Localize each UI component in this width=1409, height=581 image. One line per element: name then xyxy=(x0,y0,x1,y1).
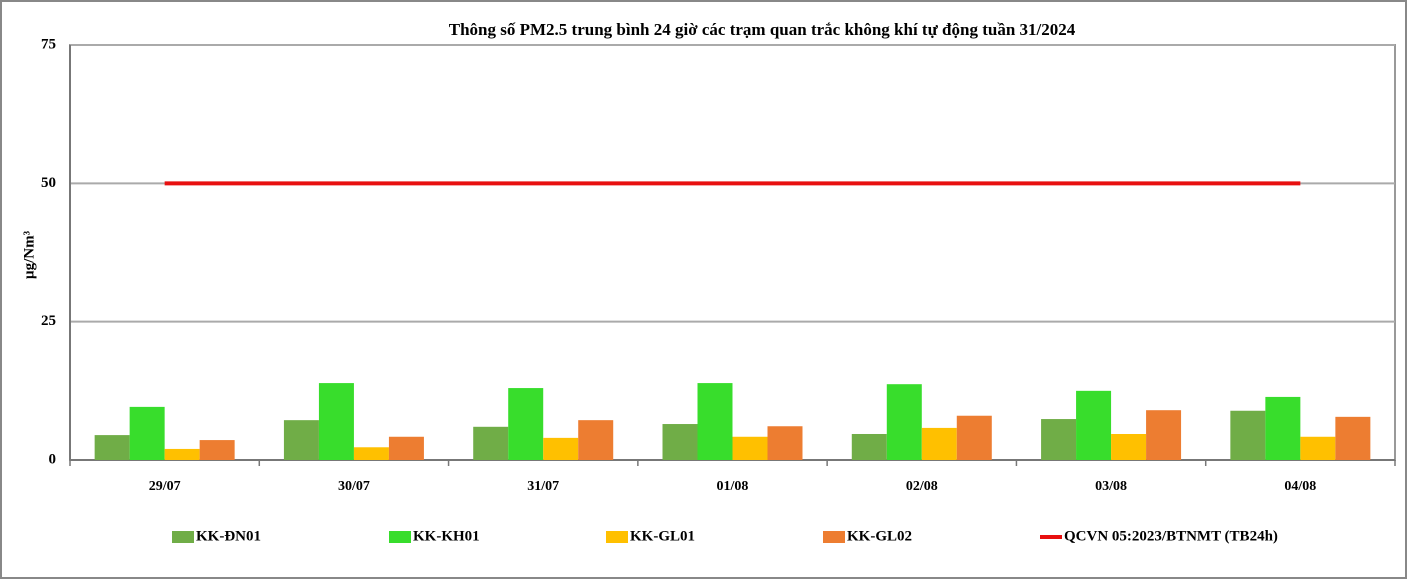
x-tick-label: 31/07 xyxy=(527,479,559,494)
x-tick-label: 29/07 xyxy=(149,479,181,494)
bar xyxy=(1230,410,1266,460)
bar xyxy=(94,435,130,460)
x-tick-label: 04/08 xyxy=(1284,479,1316,494)
chart-title: Thông số PM2.5 trung bình 24 giờ các trạ… xyxy=(449,20,1076,39)
bar xyxy=(886,384,922,460)
bar xyxy=(388,436,424,460)
bar xyxy=(199,440,235,460)
x-tick-label: 03/08 xyxy=(1095,479,1127,494)
legend-label: KK-GL01 xyxy=(630,528,695,544)
bar xyxy=(1300,436,1336,460)
bar xyxy=(732,436,768,460)
bar xyxy=(353,447,389,460)
bar xyxy=(767,426,803,460)
y-tick-label: 0 xyxy=(49,451,57,467)
bar xyxy=(697,383,733,460)
legend-label: KK-ĐN01 xyxy=(196,528,261,544)
bar xyxy=(129,406,165,460)
legend-swatch xyxy=(389,531,411,543)
bar xyxy=(1111,433,1147,460)
legend-label: KK-KH01 xyxy=(413,528,480,544)
bar xyxy=(921,427,957,460)
legend-label: KK-GL02 xyxy=(847,528,912,544)
bar xyxy=(1076,390,1112,460)
bar xyxy=(851,433,887,460)
y-axis-label: µg/Nm³ xyxy=(21,230,37,279)
x-tick-label: 01/08 xyxy=(717,479,749,494)
bar xyxy=(543,437,579,460)
bar xyxy=(508,388,544,460)
bar xyxy=(1265,396,1301,460)
legend-swatch xyxy=(823,531,845,543)
bar xyxy=(318,383,354,460)
legend-swatch xyxy=(606,531,628,543)
x-tick-label: 02/08 xyxy=(906,479,938,494)
bar xyxy=(283,420,319,460)
bar xyxy=(1146,410,1182,460)
y-tick-label: 75 xyxy=(41,36,56,52)
bar xyxy=(164,448,200,460)
x-tick-label: 30/07 xyxy=(338,479,370,494)
legend-swatch xyxy=(172,531,194,543)
bar xyxy=(1041,419,1077,460)
bar xyxy=(473,426,509,460)
y-tick-label: 50 xyxy=(41,175,56,191)
bar xyxy=(662,424,698,460)
bar xyxy=(956,415,992,460)
bar xyxy=(578,420,614,460)
y-tick-label: 25 xyxy=(41,313,56,329)
bar xyxy=(1335,416,1371,460)
legend-label: QCVN 05:2023/BTNMT (TB24h) xyxy=(1064,528,1278,544)
